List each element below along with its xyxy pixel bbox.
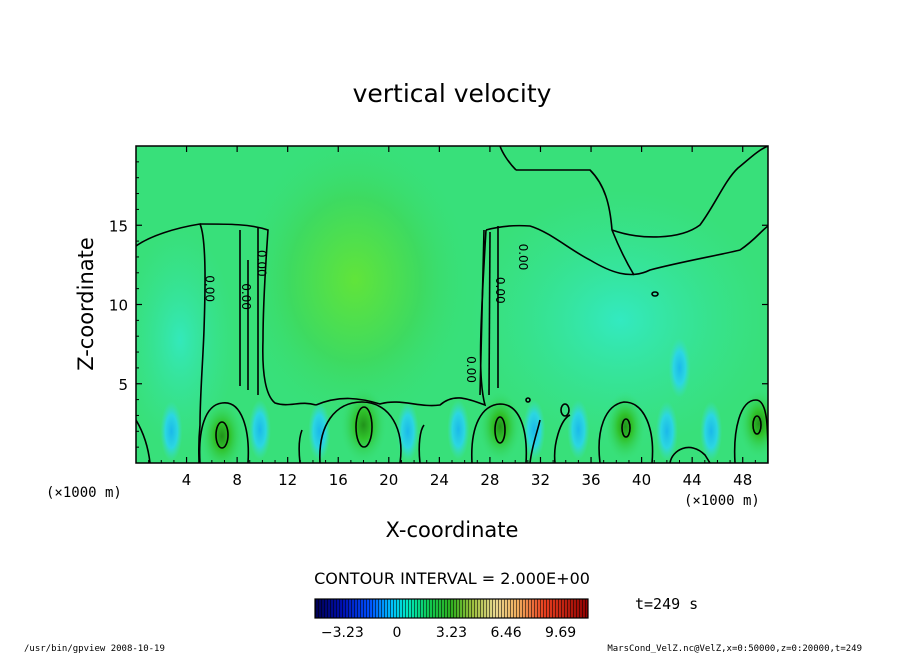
x-tick-label-8: 36: [581, 471, 600, 489]
contour-labels: 0.00 0.000.000.000.000.00: [203, 244, 530, 383]
x-axis-label: X-coordinate: [386, 518, 519, 542]
downdraft-cell-3: [396, 401, 419, 462]
downdraft-cell-7: [655, 401, 678, 462]
colorbar: −3.23 0 3.23 6.46 9.69: [314, 598, 589, 641]
x-unit-right: (×1000 m): [684, 493, 760, 509]
heatmap-field: [136, 146, 768, 463]
left-downdraft-region: [136, 230, 235, 450]
contour-label-1: 0.00: [239, 283, 253, 310]
updraft-cell-3: [604, 391, 647, 463]
y-tick-label-0: 5: [118, 376, 128, 394]
x-unit-left: (×1000 m): [46, 485, 122, 501]
downdraft-cell-4: [447, 399, 470, 460]
colorbar-tick-label-3: 6.46: [490, 625, 521, 641]
contour-label-2: 0.00: [254, 250, 268, 277]
colorbar-tick-label-0: −3.23: [321, 625, 364, 641]
x-tick-label-3: 16: [329, 471, 348, 489]
x-tick-label-7: 32: [531, 471, 550, 489]
contour-label-5: 0.00: [516, 244, 530, 271]
updraft-cell-1: [339, 384, 388, 463]
contour-lines: [136, 146, 768, 463]
y-tick-label-2: 15: [109, 217, 128, 235]
x-tick-label-10: 44: [683, 471, 702, 489]
downdraft-cell-9: [668, 337, 691, 398]
contour-label-3: 0.00: [464, 356, 478, 383]
y-axis-label: Z-coordinate: [74, 237, 98, 371]
downdraft-cell-0: [160, 401, 183, 462]
y-tick-label-1: 10: [109, 297, 128, 315]
colorbar-tick-label-2: 3.23: [436, 625, 467, 641]
updraft-cell-0: [198, 397, 245, 463]
x-tick-label-4: 20: [379, 471, 398, 489]
downdraft-cell-5: [523, 399, 546, 460]
central-plume: [235, 146, 475, 430]
x-tick-label-0: 4: [182, 471, 192, 489]
colorbar-tick-label-4: 9.69: [545, 625, 576, 641]
downdraft-cell-8: [700, 401, 723, 462]
x-axis: 4 8 12 16 20 24 28 32 36 40 44 48: [148, 146, 756, 489]
contour-interval: CONTOUR INTERVAL = 2.000E+00: [314, 569, 590, 588]
x-tick-label-5: 24: [430, 471, 449, 489]
colorbar-stripes: [315, 599, 588, 618]
x-tick-label-1: 8: [232, 471, 242, 489]
x-tick-label-2: 12: [278, 471, 297, 489]
downdraft-cell-2: [308, 401, 331, 462]
footer-right: MarsCond_VelZ.nc@VelZ,x=0:50000,z=0:2000…: [607, 644, 862, 654]
x-tick-label-9: 40: [632, 471, 651, 489]
right-downdraft-region: [470, 190, 768, 450]
colorbar-tick-label-1: 0: [392, 625, 401, 641]
contour-label-4: 0.00: [493, 277, 507, 304]
chart-title: vertical velocity: [353, 79, 552, 108]
y-axis: 5 10 15: [109, 161, 768, 448]
time-label: t=249 s: [635, 595, 698, 613]
updraft-cell-4: [738, 387, 768, 459]
x-tick-label-6: 28: [480, 471, 499, 489]
downdraft-cell-6: [567, 399, 590, 460]
x-tick-label-11: 48: [733, 471, 752, 489]
colorbar-frame: [314, 598, 589, 619]
downdraft-cell-1: [248, 399, 271, 460]
contour-label-0: 0.00: [203, 275, 217, 302]
footer-left: /usr/bin/gpview 2008-10-19: [24, 644, 165, 654]
